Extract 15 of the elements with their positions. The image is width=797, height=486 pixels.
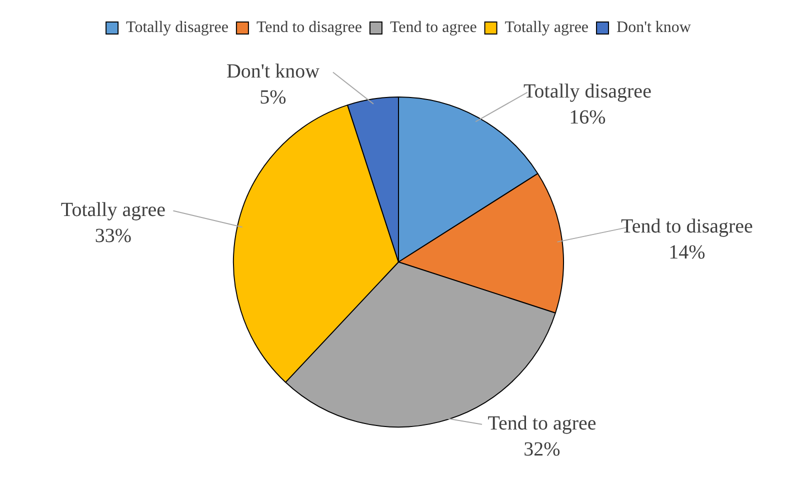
legend-label: Totally disagree — [126, 19, 228, 36]
data-label: 14% — [668, 242, 706, 264]
legend-label: Totally agree — [504, 19, 589, 36]
legend-label: Tend to agree — [390, 19, 477, 36]
slice-label: Totally disagree — [523, 80, 652, 103]
slice-label: Tend to agree — [488, 412, 596, 435]
legend-label: Don't know — [616, 19, 692, 36]
data-label: 5% — [260, 86, 286, 108]
data-label: 33% — [94, 224, 132, 247]
slice-label: Tend to disagree — [621, 216, 754, 238]
data-label: 16% — [569, 106, 606, 129]
legend-label: Tend to disagree — [256, 19, 362, 36]
slice-label: Totally agree — [60, 198, 166, 221]
slice-label: Don't know — [226, 60, 320, 82]
data-label: 32% — [524, 438, 560, 461]
